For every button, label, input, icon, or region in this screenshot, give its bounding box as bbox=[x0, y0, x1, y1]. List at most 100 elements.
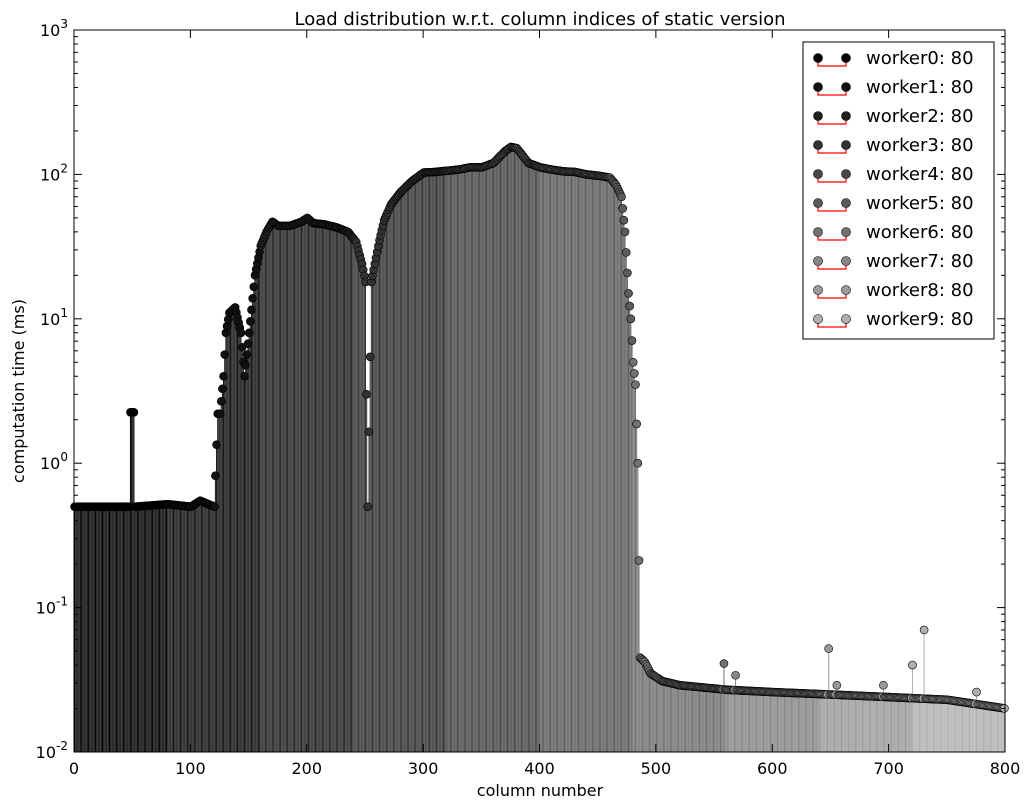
legend-label: worker1: 80 bbox=[866, 77, 974, 98]
stem-marker bbox=[631, 380, 640, 389]
legend-marker bbox=[841, 82, 851, 92]
legend-entry: worker5: 80 bbox=[813, 193, 974, 214]
stem-marker bbox=[824, 644, 833, 653]
legend-marker bbox=[841, 111, 851, 121]
ticks-layer: 0 100 200 300 400 500 600 700 800 10-2 10-1 100 101 1… bbox=[36, 17, 1021, 778]
legend-entry: worker0: 80 bbox=[813, 48, 974, 69]
legend-label: worker2: 80 bbox=[866, 106, 974, 127]
y-tick-label: 102 bbox=[40, 161, 68, 184]
y-tick-label: 100 bbox=[40, 450, 68, 473]
legend-entry: worker6: 80 bbox=[813, 222, 974, 243]
stem-marker bbox=[218, 384, 227, 394]
stem-marker bbox=[908, 660, 917, 670]
legend-marker bbox=[813, 198, 823, 208]
legend-marker bbox=[841, 53, 851, 63]
stem-marker bbox=[362, 390, 371, 399]
stem-marker bbox=[632, 419, 641, 429]
stems-layer bbox=[74, 146, 1005, 752]
stem-marker bbox=[243, 339, 253, 348]
stem-marker bbox=[241, 361, 250, 370]
stem-marker bbox=[621, 248, 631, 257]
stem-marker bbox=[630, 369, 639, 378]
stem-marker bbox=[624, 289, 633, 298]
x-tick-label: 200 bbox=[291, 759, 322, 778]
stem-marker bbox=[617, 192, 626, 202]
stem-marker bbox=[219, 371, 228, 381]
stem-marker bbox=[244, 328, 254, 338]
legend-label: worker4: 80 bbox=[866, 164, 974, 185]
x-tick-label: 700 bbox=[873, 759, 904, 778]
stem-marker bbox=[832, 680, 842, 690]
stem-marker bbox=[972, 687, 981, 697]
x-axis-title: column number bbox=[477, 781, 604, 800]
stem-marker bbox=[249, 282, 259, 292]
stem-marker bbox=[919, 625, 929, 635]
stem-marker bbox=[628, 357, 638, 367]
legend-box bbox=[802, 41, 995, 340]
stem-marker bbox=[364, 427, 374, 437]
stem-marker bbox=[247, 305, 256, 315]
stem-marker bbox=[236, 328, 246, 338]
stem-marker bbox=[248, 294, 257, 303]
legend-entry: worker3: 80 bbox=[813, 135, 974, 156]
legend-marker bbox=[813, 140, 823, 150]
x-tick-label: 800 bbox=[990, 759, 1021, 778]
legend-marker bbox=[813, 53, 823, 63]
legend-entry: worker2: 80 bbox=[813, 106, 974, 127]
legend-marker bbox=[813, 314, 823, 324]
stem-marker bbox=[623, 268, 632, 278]
legend-label: worker8: 80 bbox=[866, 280, 974, 301]
stem-marker bbox=[633, 458, 643, 468]
y-axis-title: computation time (ms) bbox=[9, 299, 28, 483]
legend-entry: worker8: 80 bbox=[813, 280, 974, 301]
stem-marker bbox=[626, 314, 636, 324]
legend-marker bbox=[841, 198, 851, 208]
stem-marker bbox=[211, 471, 220, 480]
legend-marker bbox=[813, 82, 823, 92]
stem-marker bbox=[634, 556, 644, 565]
x-tick-label: 100 bbox=[175, 759, 206, 778]
stem-marker bbox=[731, 670, 740, 680]
legend-marker bbox=[813, 285, 823, 295]
legend-marker bbox=[841, 227, 851, 237]
legend-marker bbox=[841, 256, 851, 266]
stem-marker bbox=[129, 408, 139, 417]
stem-marker bbox=[719, 659, 729, 668]
y-tick-label: 10-2 bbox=[36, 739, 68, 762]
legend-marker bbox=[841, 140, 851, 150]
stem-marker bbox=[242, 350, 252, 359]
legend-marker bbox=[813, 227, 823, 237]
stem-marker bbox=[619, 215, 629, 225]
stem-marker bbox=[618, 204, 628, 213]
stem-marker bbox=[246, 317, 255, 326]
markers-layer bbox=[70, 142, 1009, 713]
stem-marker bbox=[627, 336, 637, 345]
y-tick-label: 101 bbox=[40, 306, 68, 329]
legend-entry: worker4: 80 bbox=[813, 164, 974, 185]
legend-marker bbox=[841, 169, 851, 179]
stem-marker bbox=[216, 396, 226, 406]
stem-marker bbox=[212, 440, 221, 450]
legend-label: worker3: 80 bbox=[866, 135, 974, 156]
legend-label: worker9: 80 bbox=[866, 309, 974, 330]
legend-entries: worker0: 80 worker1: 80 worker2: 80 worker3… bbox=[813, 48, 974, 330]
x-tick-label: 400 bbox=[524, 759, 555, 778]
x-tick-label: 0 bbox=[69, 759, 79, 778]
legend-entry: worker9: 80 bbox=[813, 309, 974, 330]
y-tick-label: 10-1 bbox=[36, 595, 68, 618]
legend-entry: worker7: 80 bbox=[813, 251, 974, 272]
stem-marker bbox=[625, 301, 634, 311]
stem-marker bbox=[220, 350, 230, 359]
x-tick-label: 500 bbox=[641, 759, 672, 778]
stem-marker bbox=[620, 227, 630, 237]
stem-marker bbox=[363, 502, 373, 511]
legend: worker0: 80 worker1: 80 worker2: 80 worker3… bbox=[802, 41, 995, 340]
y-tick-label: 103 bbox=[40, 17, 68, 40]
legend-marker bbox=[813, 169, 823, 179]
legend-label: worker6: 80 bbox=[866, 222, 974, 243]
legend-label: worker5: 80 bbox=[866, 193, 974, 214]
legend-marker bbox=[813, 111, 823, 121]
x-tick-label: 300 bbox=[408, 759, 439, 778]
